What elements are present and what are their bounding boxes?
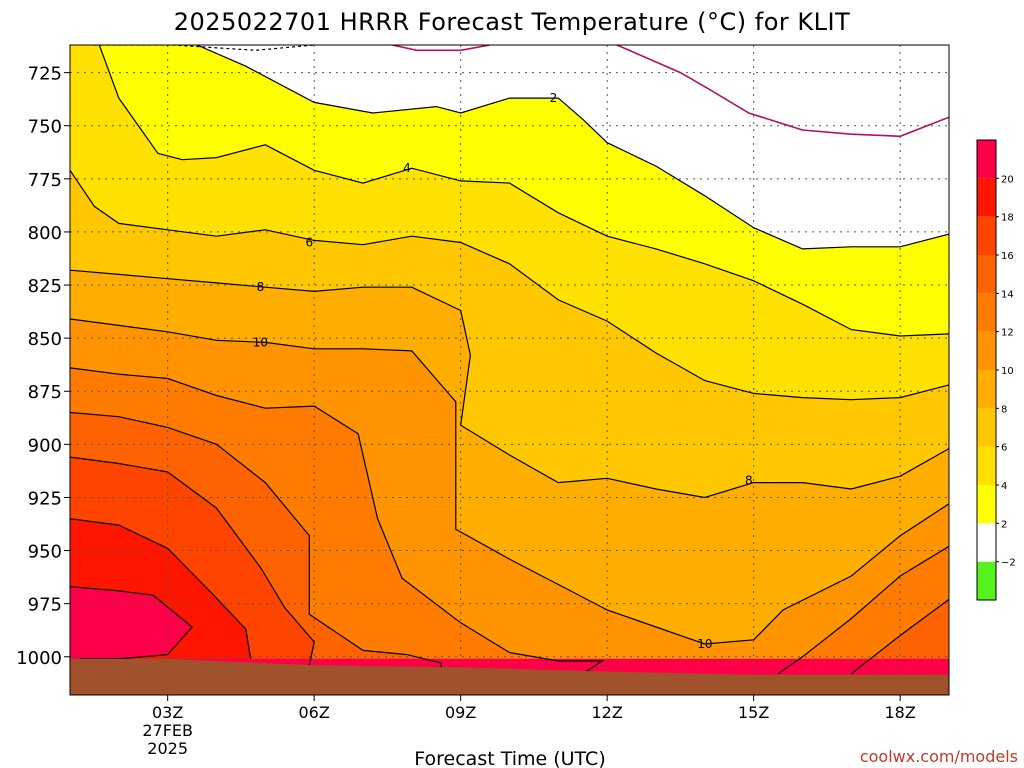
x-tick-label: 06Z [299, 703, 330, 722]
y-tick-label: 900 [28, 435, 62, 456]
contour-label: 4 [403, 161, 411, 175]
contour-line [392, 45, 491, 52]
y-tick-label: 875 [28, 382, 62, 403]
colorbar-label: 8 [1001, 404, 1007, 415]
colorbar-label: 4 [1001, 481, 1007, 492]
colorbar-swatch [977, 178, 996, 217]
colorbar-label: 20 [1001, 174, 1014, 185]
x-axis: 03Z 06Z 09Z 12Z 15Z 18Z [152, 695, 916, 722]
x-tick-label: 12Z [592, 703, 623, 722]
y-axis: 725 750 775 800 825 850 875 900 925 950 975 1000 [16, 64, 70, 669]
colorbar-swatch [977, 485, 996, 524]
colorbar-label: 6 [1001, 443, 1007, 454]
colorbar-swatch [977, 370, 996, 409]
y-tick-label: 950 [28, 542, 62, 563]
colorbar-swatch [977, 216, 996, 255]
colorbar-label: 18 [1001, 213, 1014, 224]
contour-lines [70, 45, 949, 675]
y-tick-label: 975 [28, 595, 62, 616]
x-tick-label: 09Z [445, 703, 476, 722]
colorbar-label: 10 [1001, 366, 1014, 377]
contour-line [70, 269, 949, 499]
colorbar-label: 2 [1001, 519, 1007, 530]
contour-label: 10 [253, 335, 268, 349]
contour-label: 8 [745, 473, 753, 487]
plot-frame [69, 44, 950, 696]
contour-label: 6 [305, 236, 313, 250]
contour-line [70, 411, 442, 670]
contour-line [616, 45, 949, 138]
contour-label: 10 [697, 637, 712, 651]
terrain-fill [70, 658, 949, 695]
colorbar-swatch [977, 293, 996, 332]
colorbar-swatch [977, 408, 996, 447]
contour-labels: 2 4 6 8 10 8 10 [253, 91, 753, 651]
contour-line [70, 367, 608, 675]
credit-text: coolwx.com/models [860, 747, 1018, 766]
band-fill [70, 457, 949, 695]
contour-label: 8 [257, 280, 265, 294]
temperature-fill [70, 45, 949, 695]
y-tick-label: 775 [28, 170, 62, 191]
y-tick-label: 1000 [16, 648, 62, 669]
colorbar-swatch [977, 523, 996, 562]
colorbar: −2 2 4 6 8 10 12 14 16 18 20 [976, 139, 1016, 601]
x-date-label: 27FEB [142, 721, 193, 740]
colorbar-swatch [977, 331, 996, 370]
colorbar-label: 16 [1001, 251, 1014, 262]
terrain [70, 658, 949, 695]
chart-title: 2025022701 HRRR Forecast Temperature (°C… [174, 8, 850, 36]
x-tick-label: 15Z [738, 703, 769, 722]
y-tick-label: 725 [28, 64, 62, 85]
x-axis-label: Forecast Time (UTC) [414, 748, 605, 768]
contour-line [196, 45, 949, 250]
y-tick-label: 825 [28, 276, 62, 297]
colorbar-swatch [977, 561, 996, 600]
colorbar-label: 14 [1001, 289, 1014, 300]
x-year-label: 2025 [147, 739, 188, 758]
contour-line [70, 518, 252, 659]
colorbar-swatch [977, 446, 996, 485]
contour-line [70, 318, 949, 645]
contour-line [70, 456, 315, 671]
contour-line [70, 169, 949, 401]
y-tick-label: 925 [28, 488, 62, 509]
colorbar-swatch [977, 140, 996, 179]
x-tick-label: 03Z [152, 703, 183, 722]
colorbar-swatch [977, 255, 996, 294]
y-tick-label: 750 [28, 117, 62, 138]
y-tick-label: 850 [28, 329, 62, 350]
contour-line [98, 45, 949, 337]
y-tick-label: 800 [28, 223, 62, 244]
contour-line [777, 545, 949, 675]
contour-label: 2 [550, 91, 558, 105]
colorbar-label: −2 [1001, 558, 1016, 569]
contour-line [850, 598, 949, 675]
colorbar-label: 12 [1001, 328, 1014, 339]
x-tick-label: 18Z [885, 703, 916, 722]
